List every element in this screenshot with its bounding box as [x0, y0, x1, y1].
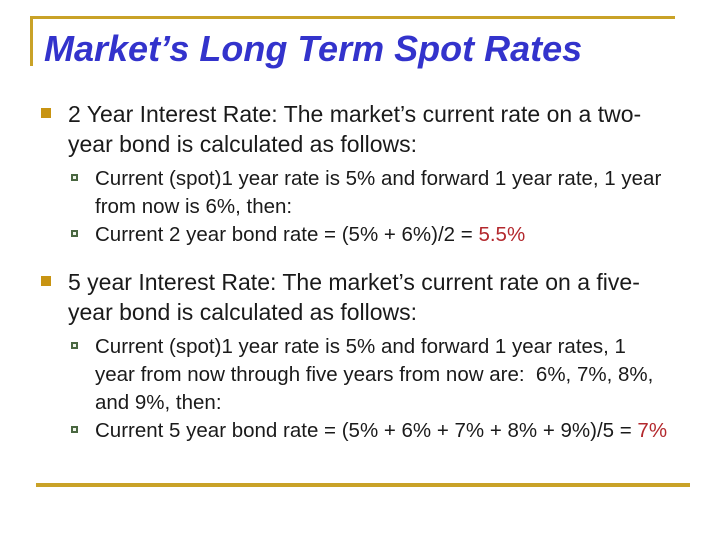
bullet-item-5year-spot-forward: Current (spot)1 year rate is 5% and forw… [0, 333, 720, 417]
level2-bullet-square-icon [71, 174, 78, 181]
bullet-text-main: Current 2 year bond rate = (5% + 6%)/2 = [95, 223, 479, 246]
bullet-text-highlight: 7% [637, 419, 668, 442]
bullet-item-2year-spot-forward: Current (spot)1 year rate is 5% and forw… [0, 165, 720, 221]
bullet-item-2year-intro: 2 Year Interest Rate: The market’s curre… [0, 99, 720, 159]
bullet-text: 5 year Interest Rate: The market’s curre… [0, 267, 720, 327]
bullet-text-main: Current (spot)1 year rate is 5% and forw… [95, 167, 667, 218]
level1-bullet-square-icon [41, 276, 51, 286]
bullet-text: Current (spot)1 year rate is 5% and forw… [0, 165, 720, 221]
level2-bullet-square-icon [71, 342, 78, 349]
bullet-text-main: 2 Year Interest Rate: The market’s curre… [68, 101, 642, 157]
level2-bullet-square-icon [71, 230, 78, 237]
bullet-text: 2 Year Interest Rate: The market’s curre… [0, 99, 720, 159]
title-top-rule [30, 16, 675, 19]
bullet-text: Current 2 year bond rate = (5% + 6%)/2 =… [0, 221, 720, 249]
level2-bullet-square-icon [71, 426, 78, 433]
bullet-text-main: 5 year Interest Rate: The market’s curre… [68, 269, 640, 325]
bullet-item-5year-intro: 5 year Interest Rate: The market’s curre… [0, 267, 720, 327]
bullet-item-2year-result: Current 2 year bond rate = (5% + 6%)/2 =… [0, 221, 720, 249]
footer-rule [36, 483, 690, 487]
bullet-text: Current (spot)1 year rate is 5% and forw… [0, 333, 720, 417]
bullet-text-main: Current 5 year bond rate = (5% + 6% + 7%… [95, 419, 638, 442]
slide-body: 2 Year Interest Rate: The market’s curre… [0, 99, 720, 445]
bullet-text-main: Current (spot)1 year rate is 5% and forw… [95, 335, 659, 414]
slide-title: Market’s Long Term Spot Rates [44, 28, 583, 69]
bullet-text-highlight: 5.5% [478, 223, 526, 246]
bullet-item-5year-result: Current 5 year bond rate = (5% + 6% + 7%… [0, 417, 720, 445]
level1-bullet-square-icon [41, 108, 51, 118]
title-left-rule [30, 16, 33, 66]
bullet-text: Current 5 year bond rate = (5% + 6% + 7%… [0, 417, 720, 445]
